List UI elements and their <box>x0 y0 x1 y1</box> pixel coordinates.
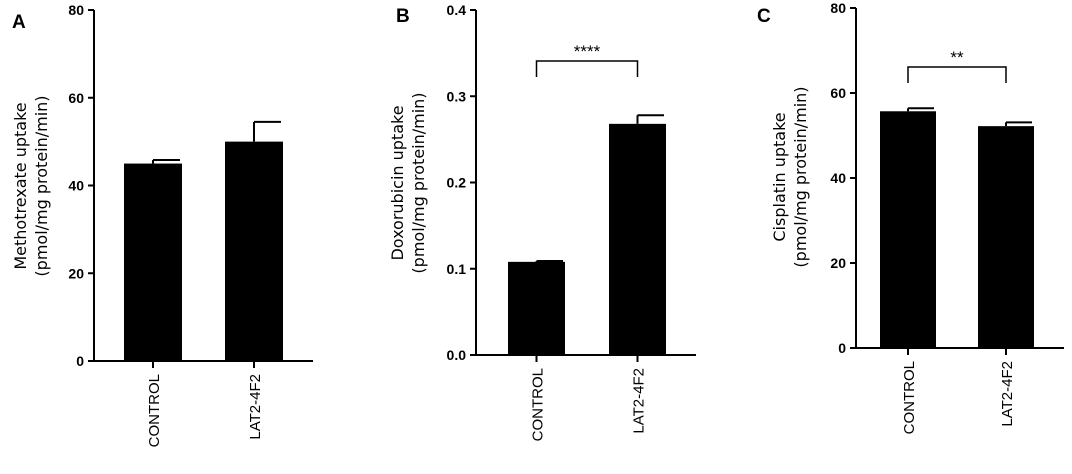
panel-a-bar <box>225 141 283 361</box>
panel-c-significance-bracket <box>907 66 1007 83</box>
panel-b-ytick-label: 0.0 <box>447 347 467 363</box>
panel-b-significance-bracket <box>535 60 639 77</box>
panel-a-xtick-label: LAT2-4F2 <box>247 374 264 440</box>
panel-b-bar <box>609 123 666 355</box>
panel-c-ytick-label: 0 <box>838 340 846 356</box>
panel-a: A Methotrexate uptake (pmol/mg protein/m… <box>11 2 313 447</box>
panel-c-ytick-label: 80 <box>830 0 846 16</box>
panel-b-ytick-label: 0.3 <box>447 88 467 104</box>
panel-b-xtick-label: LAT2-4F2 <box>631 368 648 434</box>
panel-a-ytick-label: 80 <box>68 2 84 18</box>
panel-b-significance-label: **** <box>574 42 601 61</box>
panel-a-ytick-label: 20 <box>68 265 84 281</box>
panel-c-ytick-label: 60 <box>830 85 846 101</box>
panel-b-letter: B <box>396 6 410 27</box>
panel-c-bar <box>978 126 1034 349</box>
panel-c-bar <box>880 111 936 349</box>
panel-a-ylabel-line2: (pmol/mg protein/min) <box>32 95 51 276</box>
panel-b-bar <box>508 261 565 355</box>
panel-b-ytick-label: 0.2 <box>447 175 467 191</box>
panel-a-ytick-label: 60 <box>68 90 84 106</box>
panel-b-ytick-label: 0.1 <box>447 261 467 277</box>
panel-a-ylabel-line1: Methotrexate uptake <box>11 102 30 269</box>
panel-c: C Cisplatin uptake (pmol/mg protein/min)… <box>757 0 1064 434</box>
panel-b-xtick-label: CONTROL <box>530 368 547 441</box>
panel-c-xtick-label: CONTROL <box>901 361 918 434</box>
panel-a-ytick-label: 0 <box>76 353 84 369</box>
panel-a-xtick-label: CONTROL <box>146 374 163 447</box>
panel-c-xtick-label: LAT2-4F2 <box>999 361 1016 427</box>
panel-b: B Doxorubicin uptake (pmol/mg protein/mi… <box>388 2 696 441</box>
panel-b-ylabel-line2: (pmol/mg protein/min) <box>409 92 428 273</box>
panel-a-letter: A <box>12 12 26 33</box>
panel-c-significance-label: ** <box>950 48 964 67</box>
panel-b-ylabel-line1: Doxorubicin uptake <box>388 105 407 260</box>
panel-c-letter: C <box>757 6 771 27</box>
panel-a-bar <box>124 163 182 361</box>
panel-a-ytick-label: 40 <box>68 178 84 194</box>
panel-c-ylabel-line2: (pmol/mg protein/min) <box>791 86 810 267</box>
panel-b-ytick-label: 0.4 <box>447 2 467 18</box>
panel-c-ylabel-line1: Cisplatin uptake <box>770 112 789 241</box>
panel-c-ytick-label: 20 <box>830 255 846 271</box>
panel-c-ytick-label: 40 <box>830 170 846 186</box>
